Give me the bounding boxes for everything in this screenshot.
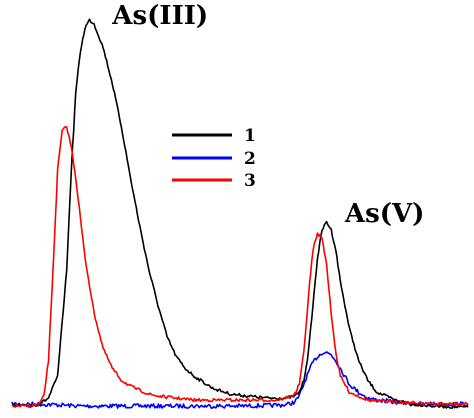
series-line-1 [11,18,469,409]
peak-label-as-v: As(V) [344,199,425,229]
peak-annotations: As(III) As(V) [111,1,424,229]
legend-label-1: 1 [244,126,256,146]
legend-label-3: 3 [244,171,256,191]
peak-label-as-iii: As(III) [111,1,208,31]
legend-label-2: 2 [244,149,256,169]
legend-item-1: 1 [172,126,256,146]
legend-item-2: 2 [172,149,256,169]
legend: 1 2 3 [172,126,256,191]
legend-item-3: 3 [172,171,256,191]
series-line-3 [11,126,469,409]
series-curves [11,18,469,409]
